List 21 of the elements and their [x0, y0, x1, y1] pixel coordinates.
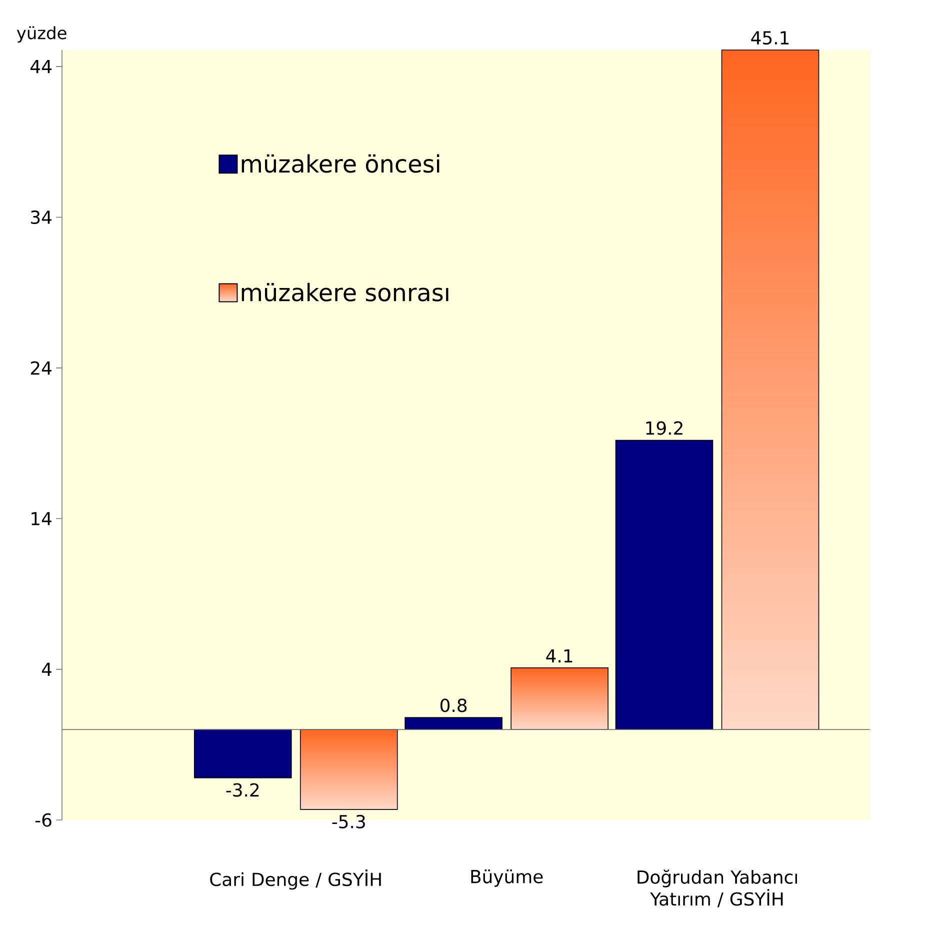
x-tick-label: Büyüme: [471, 870, 543, 887]
y-tick-label: 44: [30, 60, 52, 74]
y-tick-label: -6: [35, 813, 52, 827]
data-label: 4.1: [546, 649, 572, 662]
data-label: -3.2: [226, 783, 259, 797]
bar: [194, 729, 292, 778]
data-label: -5.3: [332, 814, 365, 828]
y-axis-title: yüzde: [16, 26, 66, 43]
legend-label: müzakere sonrası: [242, 282, 448, 302]
y-tick-label: 4: [42, 662, 52, 676]
legend-label: müzakere öncesi: [242, 154, 440, 173]
bar: [615, 440, 714, 730]
x-tick-label: Cari Denge / GSYİH: [210, 870, 381, 890]
bar: [404, 717, 502, 730]
y-tick-label: 14: [32, 512, 52, 526]
y-tick-label: 24: [30, 361, 52, 375]
data-label: 45.1: [751, 31, 789, 45]
data-label: 0.8: [440, 698, 467, 712]
y-tick-label: 34: [31, 210, 52, 224]
x-tick-label: Doğrudan Yabancı Yatırım / GSYİH: [638, 870, 797, 908]
data-label: 19.2: [646, 421, 682, 435]
